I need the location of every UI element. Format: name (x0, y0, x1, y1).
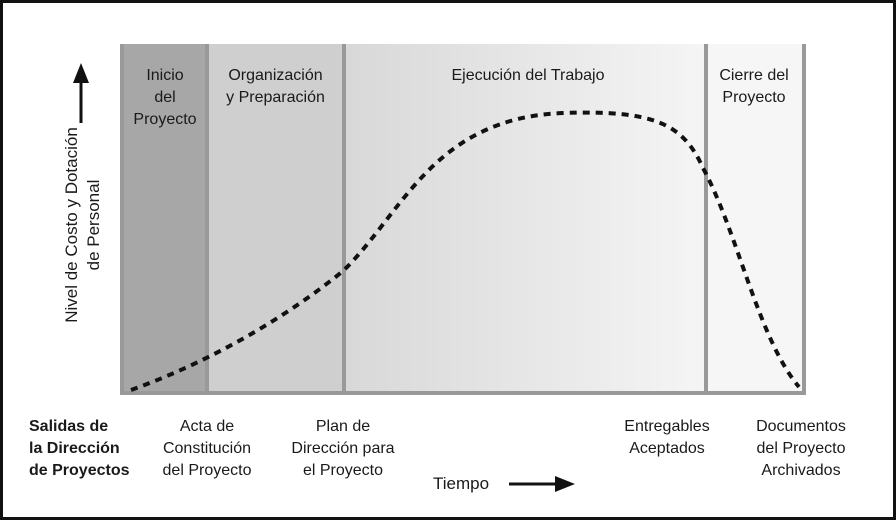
y-axis-label: Nivel de Costo y Dotación de Personal (62, 127, 103, 323)
phase-1-area (121, 44, 207, 393)
phase-diagram-canvas (73, 44, 806, 492)
output-archived-documents: Documentos del Proyecto Archivados (756, 418, 846, 479)
y-axis-arrow-head (73, 63, 89, 83)
phase-label-organization: Organización y Preparación (226, 67, 325, 106)
output-project-plan: Plan de Dirección para el Proyecto (291, 418, 395, 479)
phase-4-area (706, 44, 804, 393)
phase-label-closing: Cierre del Proyecto (719, 67, 789, 106)
x-axis-arrow-head (555, 476, 575, 492)
phase-2-area (207, 44, 344, 393)
phase-label-execution: Ejecución del Trabajo (451, 67, 605, 84)
phase-3-area (344, 44, 706, 393)
output-accepted-deliverables: Entregables Aceptados (624, 418, 710, 457)
phase-label-initiation: Inicio del Proyecto (133, 67, 197, 128)
cost-staffing-curve (130, 110, 801, 392)
outputs-heading: Salidas de la Dirección de Proyectos (29, 418, 130, 479)
x-axis-label: Tiempo (433, 474, 490, 493)
output-project-charter: Acta de Constitución del Proyecto (162, 418, 252, 479)
